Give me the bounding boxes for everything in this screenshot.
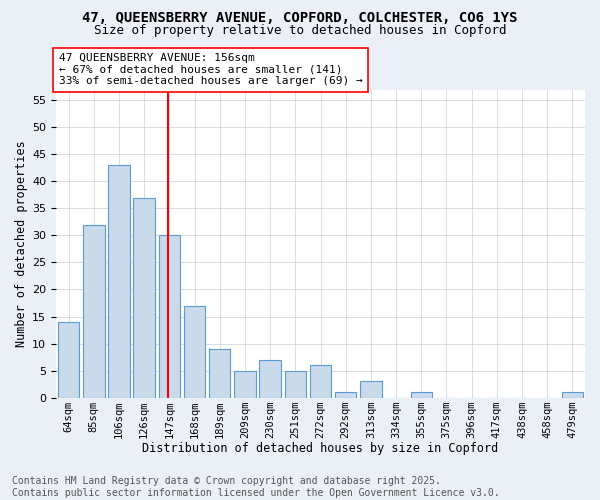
X-axis label: Distribution of detached houses by size in Copford: Distribution of detached houses by size … <box>142 442 499 455</box>
Bar <box>360 382 382 398</box>
Bar <box>184 306 205 398</box>
Bar <box>310 365 331 398</box>
Bar <box>335 392 356 398</box>
Bar <box>58 322 79 398</box>
Bar <box>259 360 281 398</box>
Bar <box>158 236 180 398</box>
Bar <box>83 224 104 398</box>
Text: 47 QUEENSBERRY AVENUE: 156sqm
← 67% of detached houses are smaller (141)
33% of : 47 QUEENSBERRY AVENUE: 156sqm ← 67% of d… <box>59 54 362 86</box>
Bar <box>209 349 230 398</box>
Y-axis label: Number of detached properties: Number of detached properties <box>15 140 28 347</box>
Bar <box>562 392 583 398</box>
Bar <box>284 370 306 398</box>
Text: Contains HM Land Registry data © Crown copyright and database right 2025.
Contai: Contains HM Land Registry data © Crown c… <box>12 476 500 498</box>
Bar <box>410 392 432 398</box>
Bar <box>133 198 155 398</box>
Text: Size of property relative to detached houses in Copford: Size of property relative to detached ho… <box>94 24 506 37</box>
Text: 47, QUEENSBERRY AVENUE, COPFORD, COLCHESTER, CO6 1YS: 47, QUEENSBERRY AVENUE, COPFORD, COLCHES… <box>82 11 518 25</box>
Bar <box>234 370 256 398</box>
Bar <box>108 165 130 398</box>
